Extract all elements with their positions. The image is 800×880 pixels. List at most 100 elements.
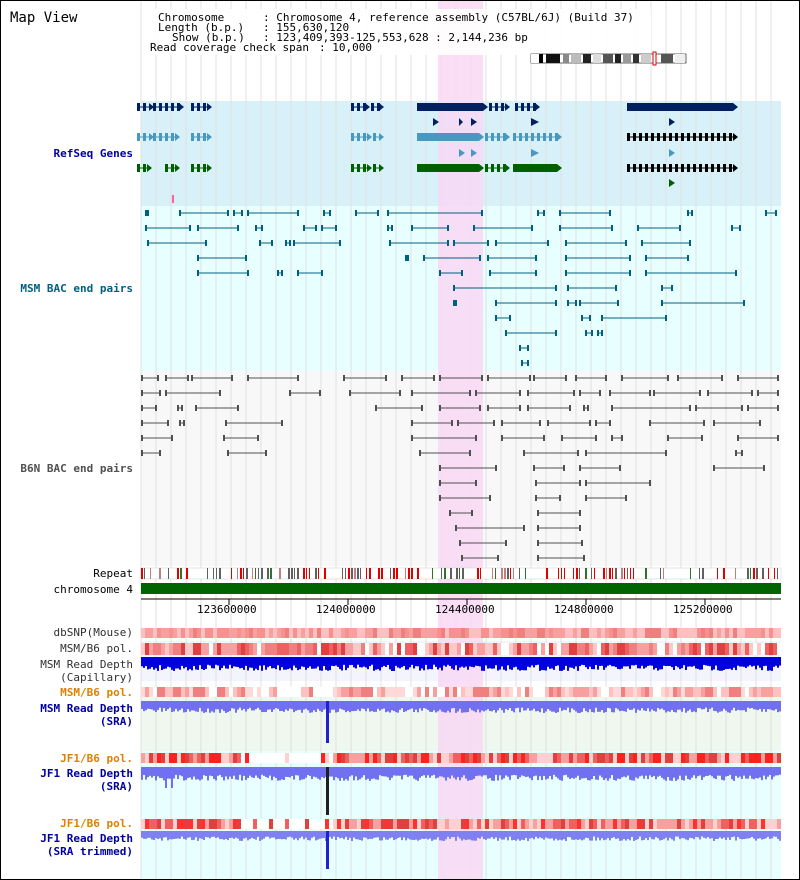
polymorphism-cell <box>193 643 197 655</box>
read-depth-bar <box>503 657 505 670</box>
polymorphism-cell <box>165 643 169 655</box>
polymorphism-cell <box>773 628 777 638</box>
read-depth-bar <box>215 767 217 781</box>
jf1-read-depth-trimmed-label[interactable]: JF1 Read Depth <box>40 832 133 845</box>
read-depth-bar <box>471 831 473 841</box>
polymorphism-cell <box>669 687 673 697</box>
bac-end <box>519 405 521 411</box>
gene-strand-arrow <box>479 133 484 141</box>
read-depth-bar <box>745 701 747 712</box>
read-depth-bar <box>715 657 717 666</box>
polymorphism-cell <box>317 753 321 763</box>
jf1-b6-pol-label[interactable]: JF1/B6 pol. <box>60 752 133 765</box>
msm-b6-pol-sra-label[interactable]: MSM/B6 pol. <box>60 686 133 699</box>
read-depth-bar <box>481 657 483 671</box>
msm-bac-end-pairs-label[interactable]: MSM BAC end pairs <box>20 282 133 295</box>
read-depth-bar <box>575 657 577 667</box>
read-depth-bar <box>339 701 341 709</box>
polymorphism-cell <box>353 628 357 638</box>
bac-end <box>519 345 521 351</box>
bac-end <box>537 525 539 531</box>
read-depth-bar <box>213 657 215 669</box>
polymorphism-cell <box>569 753 573 763</box>
polymorphism-cell <box>481 643 485 655</box>
read-depth-bar <box>599 701 601 712</box>
read-depth-bar <box>271 831 273 838</box>
polymorphism-cell <box>345 753 349 763</box>
msm-b6-pol-label[interactable]: MSM/B6 pol. <box>60 642 133 655</box>
read-depth-bar <box>585 657 587 668</box>
polymorphism-cell <box>149 643 153 655</box>
read-depth-bar <box>477 701 479 710</box>
bac-end <box>611 435 613 441</box>
read-depth-bar <box>405 701 407 712</box>
dbsnp-label[interactable]: dbSNP(Mouse) <box>53 626 133 639</box>
read-depth-bar <box>255 831 257 840</box>
read-depth-bar <box>625 701 627 712</box>
polymorphism-cell <box>281 687 285 697</box>
read-depth-bar <box>555 701 557 713</box>
read-depth-bar <box>405 657 407 670</box>
read-depth-bar <box>341 767 343 778</box>
read-depth-bar <box>541 701 543 709</box>
read-depth-bar <box>349 831 351 838</box>
read-depth-bar <box>235 701 237 713</box>
polymorphism-cell <box>577 687 581 697</box>
msm-read-depth-capillary-label[interactable]: MSM Read Depth <box>40 658 133 671</box>
jf1-b6-pol-trimmed-label[interactable]: JF1/B6 pol. <box>60 817 133 830</box>
read-depth-bar <box>749 831 751 839</box>
bac-end <box>141 375 143 381</box>
b6n-bac-end-pairs-label[interactable]: B6N BAC end pairs <box>20 462 133 475</box>
polymorphism-cell <box>217 628 221 638</box>
bac-end <box>645 270 647 276</box>
read-depth-bar <box>201 701 203 712</box>
read-depth-bar <box>321 657 323 671</box>
read-depth-bar <box>415 657 417 667</box>
bac-end <box>247 270 249 276</box>
read-coverage-span-label: Read coverage check span <box>150 41 309 54</box>
read-depth-bar <box>751 701 753 708</box>
read-depth-bar <box>735 701 737 711</box>
read-depth-bar <box>291 701 293 710</box>
bac-end <box>479 405 481 411</box>
polymorphism-cell <box>153 628 157 638</box>
polymorphism-cell <box>609 643 613 655</box>
polymorphism-cell <box>525 819 529 829</box>
bac-end <box>155 405 157 411</box>
polymorphism-cell <box>753 643 757 655</box>
read-depth-bar <box>293 701 295 713</box>
polymorphism-cell <box>205 643 209 655</box>
read-depth-bar <box>697 701 699 708</box>
polymorphism-cell <box>553 628 557 638</box>
bac-end <box>621 435 623 441</box>
read-depth-bar <box>477 767 479 776</box>
refseq-genes-label[interactable]: RefSeq Genes <box>53 147 133 160</box>
read-depth-bar <box>657 657 659 671</box>
polymorphism-cell <box>349 643 353 655</box>
jf1-read-depth-sra-label[interactable]: JF1 Read Depth <box>40 767 133 780</box>
read-depth-bar <box>565 657 567 666</box>
read-depth-bar <box>203 767 205 776</box>
polymorphism-cell <box>177 687 181 697</box>
read-depth-bar <box>669 831 671 838</box>
bac-end <box>621 375 623 381</box>
bac-end <box>171 435 173 441</box>
bac-end <box>609 210 611 216</box>
gene-strand-arrow <box>505 103 510 111</box>
polymorphism-cell <box>509 628 513 638</box>
read-depth-bar <box>543 701 545 713</box>
read-depth-bar <box>203 701 205 713</box>
polymorphism-cell <box>697 687 701 697</box>
bac-end <box>585 330 587 336</box>
polymorphism-cell <box>417 628 421 638</box>
msm-read-depth-sra-label[interactable]: MSM Read Depth <box>40 702 133 715</box>
read-depth-bar <box>709 657 711 667</box>
gene-exon <box>371 103 374 111</box>
bac-end <box>629 270 631 276</box>
read-depth-bar <box>297 657 299 671</box>
polymorphism-cell <box>637 628 641 638</box>
polymorphism-cell <box>669 753 673 763</box>
gene-strand-arrow <box>379 103 384 111</box>
bac-end <box>585 480 587 486</box>
bac-end <box>319 390 321 396</box>
